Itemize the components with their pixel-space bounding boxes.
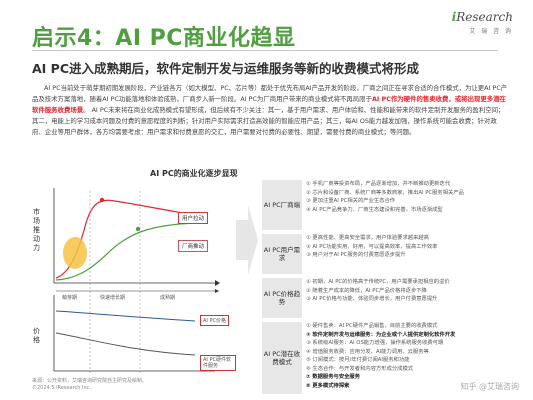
highlight-zone <box>63 237 87 269</box>
body-part1: AI PC当前处于萌芽期初期发展阶段，产业链各方（如大模型、PC、芯片等）都处于… <box>32 84 508 114</box>
price-label-2: AI PC硬件软件服务 <box>200 355 236 371</box>
marker-red <box>99 197 105 203</box>
upper-y-label: 市场推动力 <box>33 208 40 252</box>
row-label: AI PC厂商端 <box>262 180 302 230</box>
chart-title: AI PC的商业化逐步显现 <box>150 169 238 178</box>
phase-label-1: 萌芽期 <box>62 295 78 301</box>
marker-green <box>135 226 141 232</box>
row-label: AI PC价格趋势 <box>262 278 302 318</box>
row-vendor: AI PC厂商端 ① 手机厂商等投资布局，产品逐渐增加，并不断推动更新迭代 ② … <box>262 180 514 230</box>
watermark: 知乎 @艾瑞咨询 <box>460 382 519 391</box>
row-label: AI PC潜在收费模式 <box>262 322 302 394</box>
phase-arrow-head <box>215 289 219 293</box>
row-text: ① 手机厂商等投资布局，产品逐渐增加，并不断推动更新迭代 ② 芯片和设备厂商、系… <box>306 181 464 213</box>
body-part2: AI PC未来将在商业化成熟模式有望形成，但后续有不少关注：其一，基于用户需求、… <box>32 106 505 136</box>
legend-vendor-push: 厂商推动 <box>178 240 209 252</box>
row-text: ① 更高性能、更高安全需求，用户体验要求越来越高 ② AI PC功能实用、好用，… <box>306 235 438 258</box>
page-subtitle: AI PC进入成熟期后，软件定制开发与运维服务等新的收费模式将形成 <box>32 61 420 76</box>
phase-label-2: 快速增长期 <box>100 295 126 301</box>
logo-brand: iResearch <box>451 10 513 24</box>
row-label: AI PC用户需求 <box>262 234 302 274</box>
upper-x-arrow <box>215 280 220 286</box>
price-curve-2 <box>55 332 196 356</box>
row-user: AI PC用户需求 ① 更高性能、更高安全需求，用户体验要求越来越高 ② AI … <box>262 234 514 274</box>
commercialization-diagram <box>53 188 220 373</box>
row-fee-model: AI PC潜在收费模式 ① 硬件售卖：AI PC硬件产品销售，目前主要的收费模式… <box>262 322 514 394</box>
flow-arrow-icon <box>236 205 258 275</box>
body-paragraph: AI PC当前处于萌芽期初期发展阶段，产业链各方（如大模型、PC、芯片等）都处于… <box>32 83 508 138</box>
iresearch-logo: iResearch 艾 瑞 咨 询 <box>452 10 513 35</box>
price-label-1: AI PC价格 <box>200 315 229 326</box>
row-price: AI PC价格趋势 ① 初期，AI PC的价格高于传统PC，用户需要承担相应的溢… <box>262 278 514 318</box>
row-text: ① 初期，AI PC的价格高于传统PC，用户需要承担相应的溢价 ② 随着生产成本… <box>306 279 450 302</box>
price-curve-1 <box>55 310 196 322</box>
page-title: 启示4：AI PC商业化趋显 <box>32 26 296 51</box>
legend-user-pull: 用户拉动 <box>178 212 209 224</box>
body-highlight: AI PC作为硬件的售卖收费，或将出现更多潜在软件服务收费场景 <box>32 95 506 114</box>
title-divider <box>32 50 498 51</box>
vendor-push-curve <box>55 222 196 281</box>
logo-sub: 艾 瑞 咨 询 <box>469 28 513 35</box>
source-note: 来源：公开资料，艾瑞咨询研究院自主研究及绘制。 ©2024.5 iResearc… <box>32 378 148 391</box>
phase-label-3: 成熟期 <box>160 295 176 301</box>
row-text: ① 硬件售卖：AI PC硬件产品销售，目前主要的收费模式 ② 软件定制开发与运维… <box>306 323 456 389</box>
lower-y-label: 价格 <box>33 327 40 344</box>
